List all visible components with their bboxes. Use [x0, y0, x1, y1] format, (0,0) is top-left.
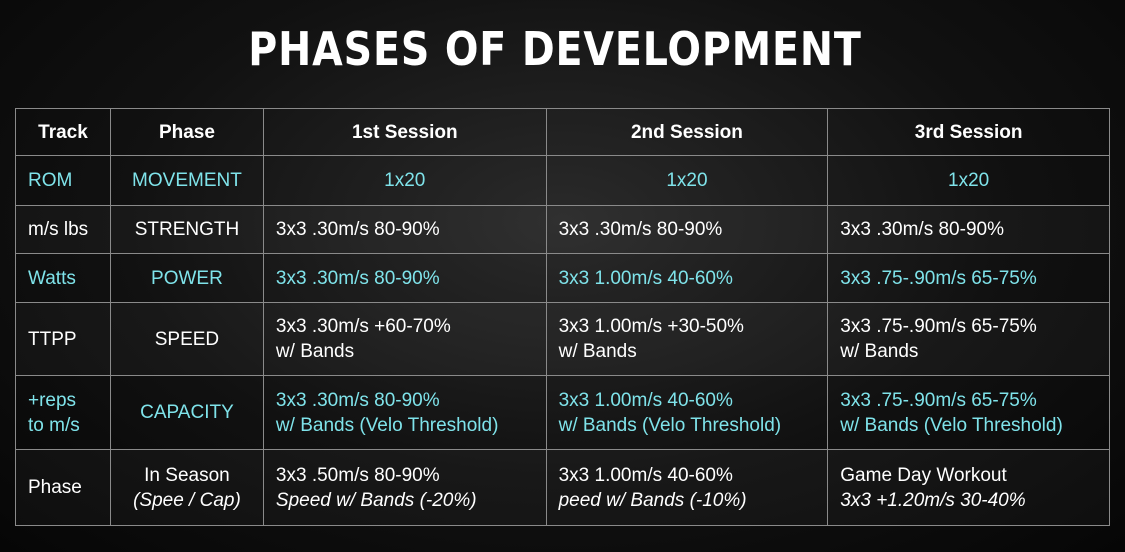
table-cell: MOVEMENT [109, 155, 264, 206]
table-row: +reps to m/s CAPACITY 3x3 .30m/s 80-90% w/ B… [15, 375, 1110, 450]
cell-line: In Season [144, 464, 230, 486]
table-cell: m/s lbs [15, 205, 111, 254]
table-cell: 1x20 [545, 155, 829, 206]
table-cell: 3x3 1.00m/s +30-50% w/ Bands [545, 302, 829, 376]
cell-line: 3x3 .75-.90m/s 65-75% [840, 389, 1037, 411]
cell-line: m/s lbs [28, 219, 89, 240]
table-cell: TTPP [15, 302, 111, 376]
header-cell: 3rd Session [827, 108, 1110, 156]
cell-line: 3x3 .30m/s 80-90% [558, 219, 723, 240]
header-cell: Track [15, 108, 111, 156]
cell-line: Speed w/ Bands (-20%) [275, 489, 477, 511]
title: PHASES OF DEVELOPMENT [248, 22, 862, 76]
cell-line: TTPP [28, 328, 77, 350]
table-cell: STRENGTH [109, 205, 264, 254]
table-cell: 3x3 .50m/s 80-90% Speed w/ Bands (-20%) [262, 449, 547, 526]
table-cell: 3x3 .75-.90m/s 65-75% w/ Bands [827, 302, 1110, 376]
table-row: ROM MOVEMENT 1x20 1x20 1x20 [15, 155, 1110, 206]
cell-line: +reps [28, 389, 77, 411]
table-cell: Game Day Workout 3x3 +1.20m/s 30-40% [827, 449, 1110, 526]
cell-line: w/ Bands [840, 341, 919, 362]
table-cell: SPEED [109, 302, 264, 376]
header-cell: 2nd Session [545, 108, 829, 156]
table-cell: 3x3 1.00m/s 40-60% [545, 253, 829, 303]
cell-line: w/ Bands [275, 341, 355, 362]
cell-line: Phase [28, 477, 82, 498]
cell-line: 1x20 [666, 170, 708, 191]
cell-line: 3x3 .50m/s 80-90% [275, 464, 440, 486]
table-row: Watts POWER 3x3 .30m/s 80-90% 3x3 1.00m/s 4… [15, 253, 1110, 303]
cell-line: 3x3 .30m/s 80-90% [275, 219, 440, 240]
table-body: ROM MOVEMENT 1x20 1x20 1x20 m/s lbs STRENGTH 3x… [15, 155, 1110, 526]
cell-line: 1x20 [948, 170, 990, 191]
header-row: Track Phase 1st Session 2nd Session 3rd Sess… [15, 108, 1110, 156]
cell-line: STRENGTH [134, 219, 240, 240]
table-cell: 3x3 .30m/s 80-90% [262, 253, 547, 303]
table-cell: POWER [109, 253, 264, 303]
header-cell: Phase [109, 108, 264, 156]
table-cell: 3x3 .75-.90m/s 65-75% w/ Bands (Velo Thre… [827, 375, 1110, 450]
table-row: m/s lbs STRENGTH 3x3 .30m/s 80-90% 3x3 .30m… [15, 205, 1110, 254]
cell-line: Game Day Workout [840, 464, 1007, 486]
table-row: Phase In Season (Spee / Cap) 3x3 .50m/s 80-… [15, 449, 1110, 526]
table-cell: 1x20 [262, 155, 547, 206]
cell-line: MOVEMENT [132, 170, 242, 191]
cell-line: 3x3 .75-.90m/s 65-75% [840, 267, 1037, 289]
table-cell: +reps to m/s [15, 375, 111, 450]
cell-line: w/ Bands [558, 341, 637, 362]
table-cell: 3x3 .30m/s 80-90% w/ Bands (Velo Threshol… [262, 375, 547, 450]
cell-line: 3x3 .75-.90m/s 65-75% [840, 316, 1037, 337]
table-cell: Watts [15, 253, 111, 303]
cell-line: Watts [28, 267, 76, 289]
table-cell: In Season (Spee / Cap) [109, 449, 264, 526]
table-cell: 3x3 .30m/s 80-90% [827, 205, 1110, 254]
cell-line: w/ Bands (Velo Threshold) [840, 414, 1063, 436]
table-cell: 3x3 1.00m/s 40-60% w/ Bands (Velo Thresho… [545, 375, 829, 450]
cell-line: 3x3 .30m/s 80-90% [275, 267, 440, 289]
table-cell: 3x3 .75-.90m/s 65-75% [827, 253, 1110, 303]
cell-line: 3x3 .30m/s 80-90% [840, 219, 1004, 240]
cell-line: 3x3 .30m/s 80-90% [275, 389, 440, 411]
cell-line: 3x3 1.00m/s 40-60% [558, 389, 733, 411]
table-cell: 3x3 .30m/s 80-90% [545, 205, 829, 254]
table-cell: 3x3 .30m/s +60-70% w/ Bands [262, 302, 547, 376]
cell-line: POWER [151, 267, 223, 289]
cell-line: ROM [28, 170, 73, 191]
table-cell: 1x20 [827, 155, 1110, 206]
cell-line: peed w/ Bands (-10%) [558, 489, 747, 511]
cell-line: w/ Bands (Velo Threshold) [275, 414, 499, 436]
phases-table: Track Phase 1st Session 2nd Session 3rd Sess… [15, 108, 1110, 526]
cell-line: 1x20 [384, 170, 426, 191]
table-cell: CAPACITY [109, 375, 264, 450]
table-cell: 3x3 .30m/s 80-90% [262, 205, 547, 254]
cell-line: 3x3 1.00m/s +30-50% [558, 316, 744, 337]
cell-line: 3x3 .30m/s +60-70% [275, 316, 451, 337]
cell-line: 3x3 1.00m/s 40-60% [558, 267, 733, 289]
cell-line: to m/s [28, 414, 80, 436]
cell-line: CAPACITY [140, 402, 234, 423]
cell-line: w/ Bands (Velo Threshold) [558, 414, 782, 436]
table-cell: ROM [15, 155, 111, 206]
cell-line: 3x3 1.00m/s 40-60% [558, 464, 733, 486]
table-row: TTPP SPEED 3x3 .30m/s +60-70% w/ Bands 3x3 1… [15, 302, 1110, 376]
cell-line: SPEED [154, 328, 220, 350]
table-cell: Phase [15, 449, 111, 526]
table-cell: 3x3 1.00m/s 40-60% peed w/ Bands (-10%) [545, 449, 829, 526]
header-cell: 1st Session [262, 108, 547, 156]
cell-line: (Spee / Cap) [133, 489, 241, 511]
cell-line: 3x3 +1.20m/s 30-40% [840, 489, 1026, 511]
